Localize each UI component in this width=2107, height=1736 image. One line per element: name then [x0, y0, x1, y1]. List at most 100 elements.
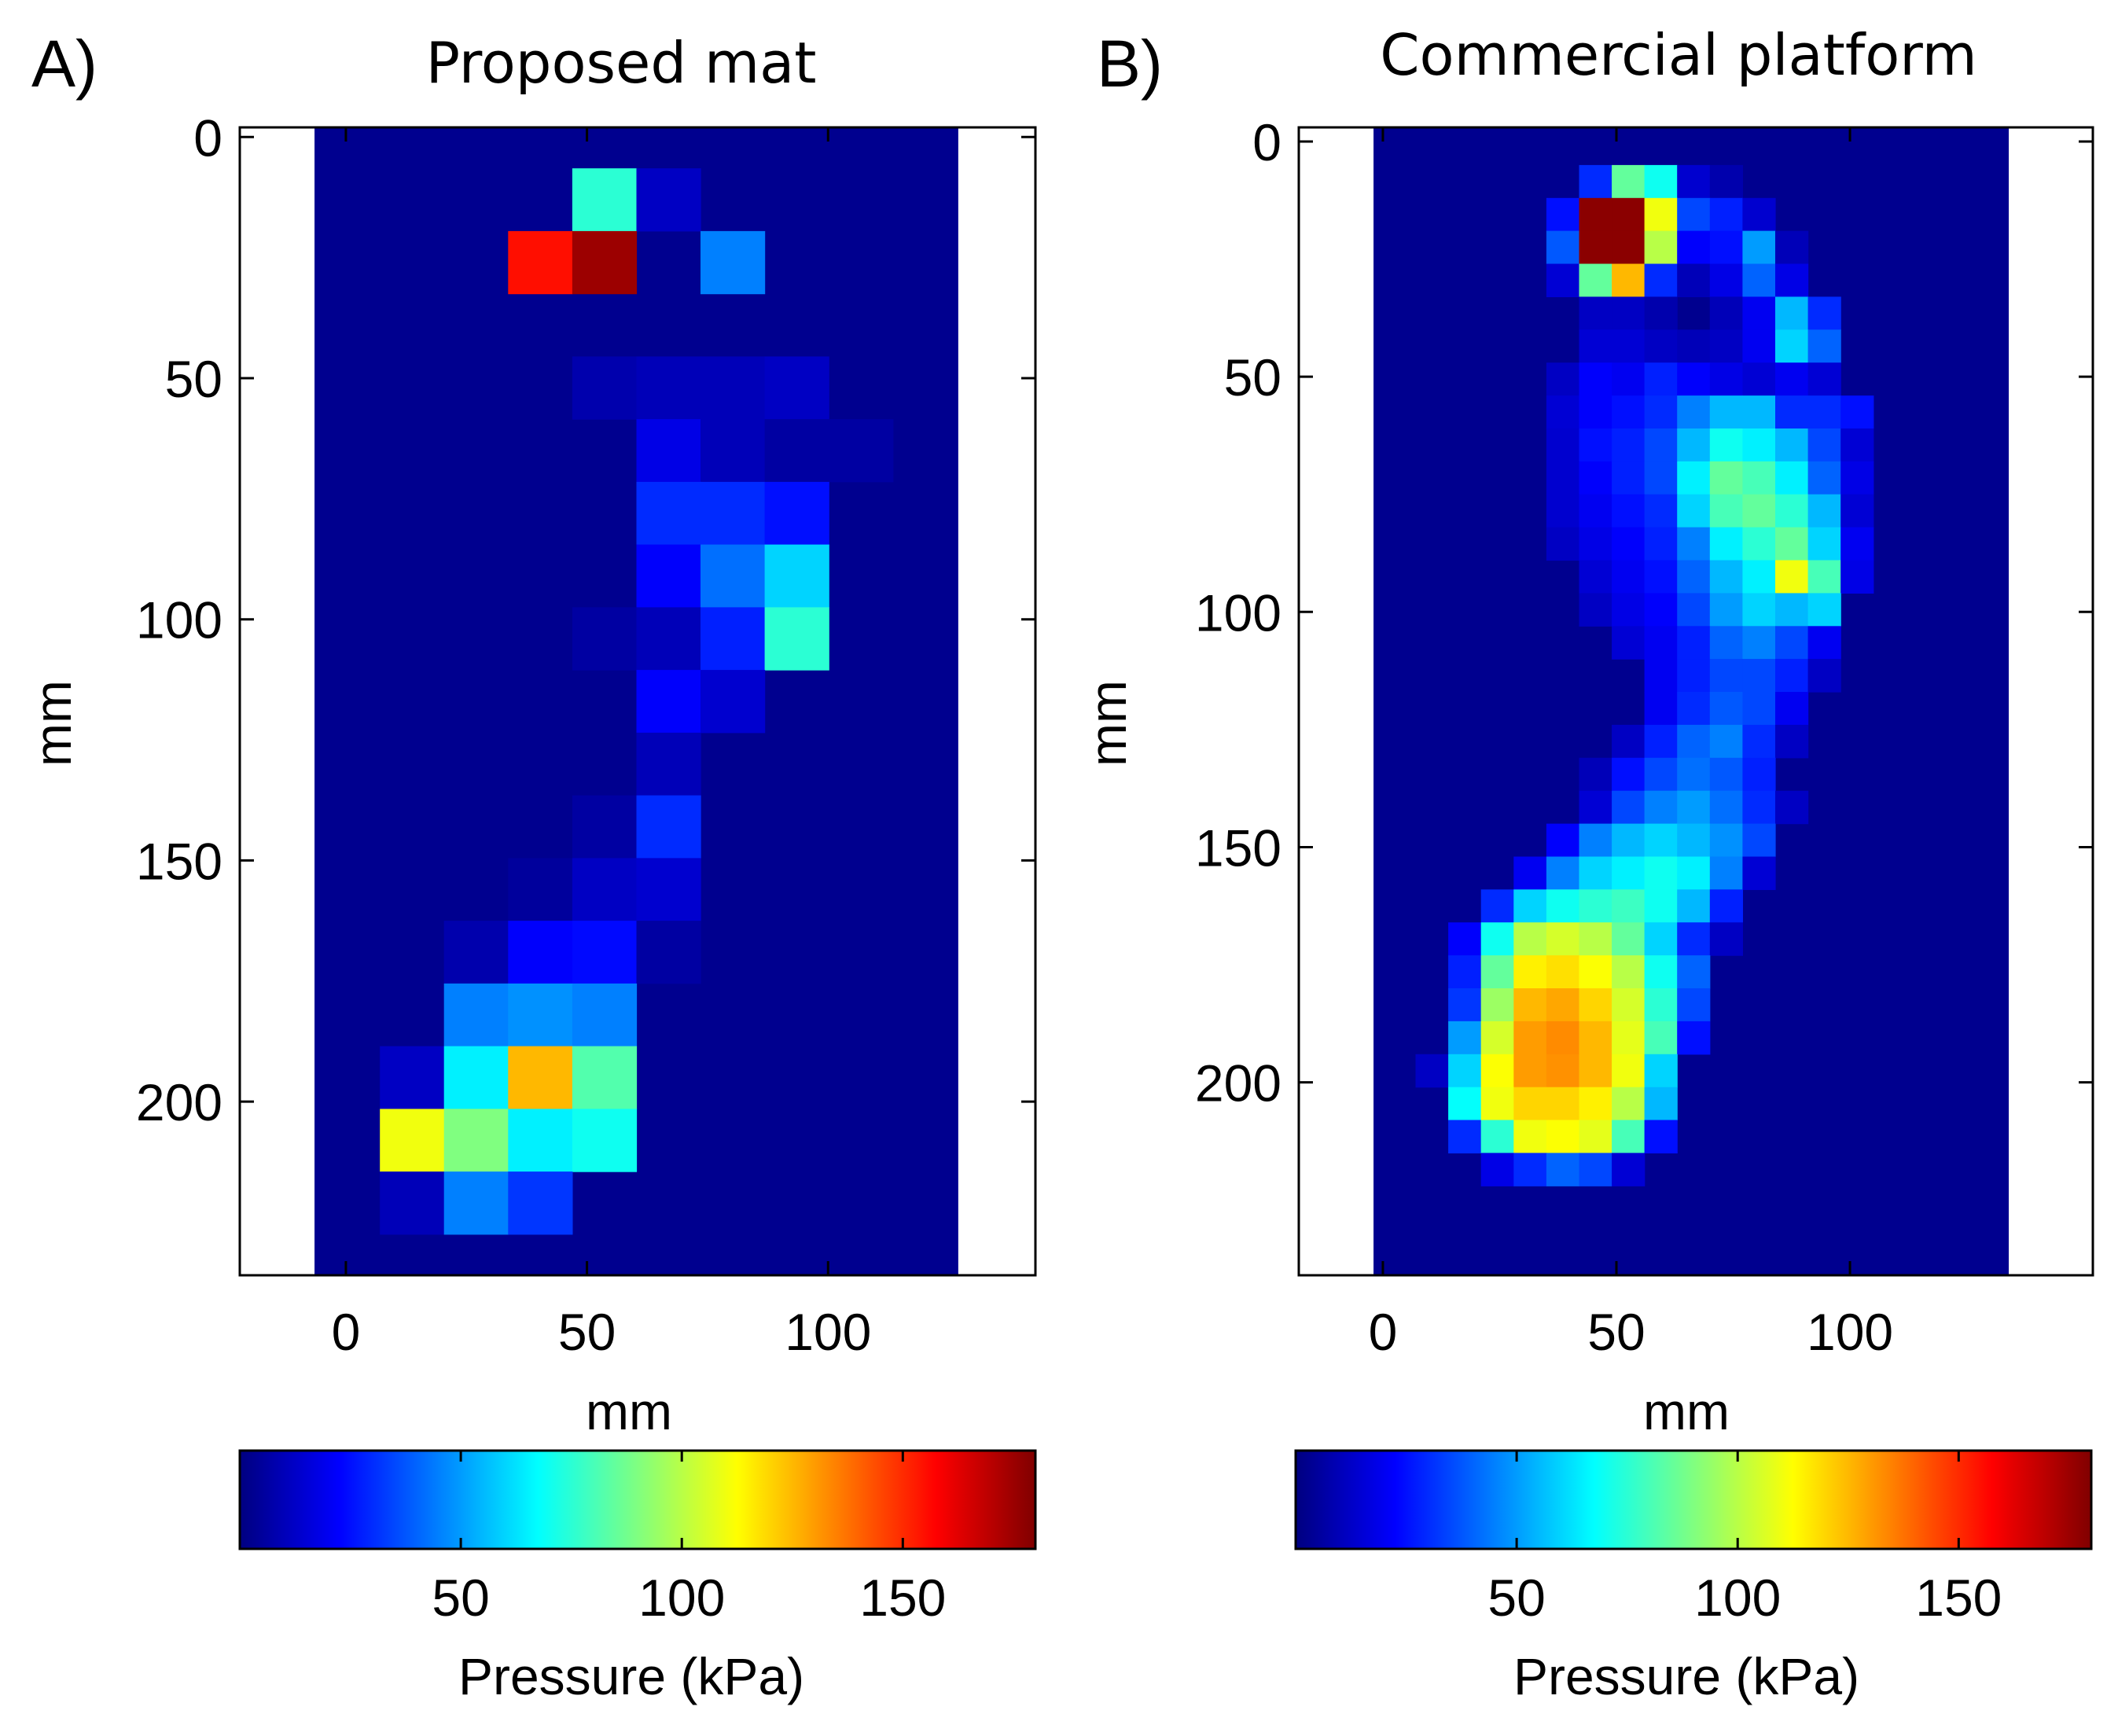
- heatmap-cell: [1612, 560, 1646, 594]
- heatmap-cell: [636, 670, 701, 734]
- heatmap-cell: [636, 921, 701, 984]
- y-tick-label: 200: [1195, 1054, 1281, 1113]
- heatmap-cell: [1579, 790, 1612, 825]
- heatmap-cell: [1840, 494, 1874, 528]
- heatmap-cell: [1612, 428, 1646, 462]
- heatmap-cell: [1709, 790, 1743, 825]
- heatmap-cell: [1448, 1120, 1482, 1153]
- heatmap-cell: [1579, 395, 1612, 429]
- heatmap-cell: [1709, 461, 1743, 495]
- heatmap-cell: [1677, 461, 1711, 495]
- heatmap-cell: [1840, 428, 1874, 462]
- heatmap-cell: [1840, 527, 1874, 561]
- heatmap-cell: [1644, 164, 1678, 199]
- heatmap-cell: [1644, 988, 1678, 1022]
- heatmap-cell: [1579, 922, 1612, 956]
- heatmap-cell: [1579, 164, 1612, 199]
- heatmap-cell: [1546, 362, 1580, 396]
- heatmap-cell: [1612, 823, 1646, 858]
- heatmap-cell: [1775, 560, 1809, 594]
- heatmap-cell: [1612, 724, 1646, 759]
- heatmap-cell: [1709, 856, 1743, 890]
- heatmap-cell: [380, 1109, 445, 1172]
- heatmap-cell: [1644, 1021, 1678, 1055]
- heatmap-cell: [1480, 1153, 1514, 1186]
- heatmap-cell: [443, 983, 509, 1047]
- heatmap-cell: [1644, 494, 1678, 528]
- heatmap-cell: [1709, 560, 1743, 594]
- heatmap-cell: [1546, 197, 1580, 232]
- heatmap-cell: [1775, 428, 1809, 462]
- heatmap-cell: [700, 356, 766, 420]
- heatmap-cell: [1513, 1120, 1547, 1153]
- heatmap-cell: [572, 607, 638, 671]
- heatmap-cell: [1709, 494, 1743, 528]
- y-tick-label: 200: [136, 1073, 222, 1131]
- x-tick-label: 0: [1369, 1303, 1398, 1361]
- heatmap-cell: [1775, 263, 1809, 297]
- heatmap-cell: [1612, 1021, 1646, 1055]
- heatmap-cell: [1480, 1120, 1514, 1153]
- heatmap-cell: [1448, 922, 1482, 956]
- heatmap-cell: [1677, 197, 1711, 232]
- heatmap-cell: [1677, 790, 1711, 825]
- heatmap-cell: [1677, 329, 1711, 363]
- heatmap-cell: [1546, 263, 1580, 297]
- heatmap-cell: [443, 921, 509, 984]
- heatmap-cell: [1840, 560, 1874, 594]
- heatmap-cell: [1546, 1021, 1580, 1055]
- heatmap-cell: [1612, 955, 1646, 989]
- heatmap-cell: [1742, 659, 1776, 693]
- heatmap-cell: [1579, 527, 1612, 561]
- heatmap-cell: [700, 607, 766, 671]
- heatmap-cell: [1480, 889, 1514, 923]
- heatmap-cell: [1677, 692, 1711, 726]
- heatmap-cell: [1677, 889, 1711, 923]
- panel-b-x-axis-label: mm: [1643, 1382, 1730, 1440]
- heatmap-cell: [508, 858, 573, 921]
- panel-a-proposed-mat: A) Proposed mat 0 50 100 0 50 100 150 200 mm mm…: [24, 27, 1037, 1705]
- heatmap-cell: [1480, 955, 1514, 989]
- heatmap-cell: [1448, 955, 1482, 989]
- heatmap-cell: [1807, 329, 1841, 363]
- heatmap-cell: [636, 356, 701, 420]
- y-tick-label: 100: [136, 591, 222, 649]
- y-tick-label: 0: [1252, 113, 1281, 171]
- heatmap-cell: [700, 230, 766, 295]
- heatmap-cell: [1644, 395, 1678, 429]
- heatmap-cell: [1644, 757, 1678, 792]
- heatmap-cell: [1513, 988, 1547, 1022]
- heatmap-cell: [508, 1171, 573, 1235]
- heatmap-cell: [1742, 593, 1776, 627]
- heatmap-cell: [1579, 560, 1612, 594]
- heatmap-cell: [636, 544, 701, 608]
- heatmap-cell: [1612, 1087, 1646, 1121]
- heatmap-cell: [1709, 230, 1743, 265]
- heatmap-cell: [1546, 889, 1580, 923]
- heatmap-cell: [1709, 296, 1743, 330]
- colorbar-tick-label: 100: [1694, 1569, 1781, 1627]
- heatmap-cell: [1415, 1054, 1449, 1088]
- heatmap-cell: [572, 795, 638, 859]
- heatmap-cell: [1448, 1021, 1482, 1055]
- heatmap-cell: [1579, 889, 1612, 923]
- heatmap-cell: [1742, 461, 1776, 495]
- panel-a-title: Proposed mat: [426, 30, 817, 96]
- panel-a-letter: A): [31, 27, 97, 101]
- x-tick-label: 50: [558, 1303, 616, 1361]
- heatmap-cell: [1579, 955, 1612, 989]
- heatmap-cell: [1513, 1153, 1547, 1186]
- heatmap-cell: [1579, 428, 1612, 462]
- heatmap-cell: [1742, 395, 1776, 429]
- heatmap-cell: [443, 1046, 509, 1109]
- heatmap-cell: [1644, 1087, 1678, 1121]
- panel-a-colorbar: 50 100 150: [238, 1449, 1037, 1627]
- heatmap-cell: [1612, 790, 1646, 825]
- heatmap-cell: [764, 607, 829, 671]
- heatmap-cell: [443, 1109, 509, 1172]
- heatmap-cell: [1579, 461, 1612, 495]
- heatmap-cell: [1546, 823, 1580, 858]
- heatmap-cell: [1677, 593, 1711, 627]
- heatmap-cell: [1480, 988, 1514, 1022]
- heatmap-cell: [1513, 1021, 1547, 1055]
